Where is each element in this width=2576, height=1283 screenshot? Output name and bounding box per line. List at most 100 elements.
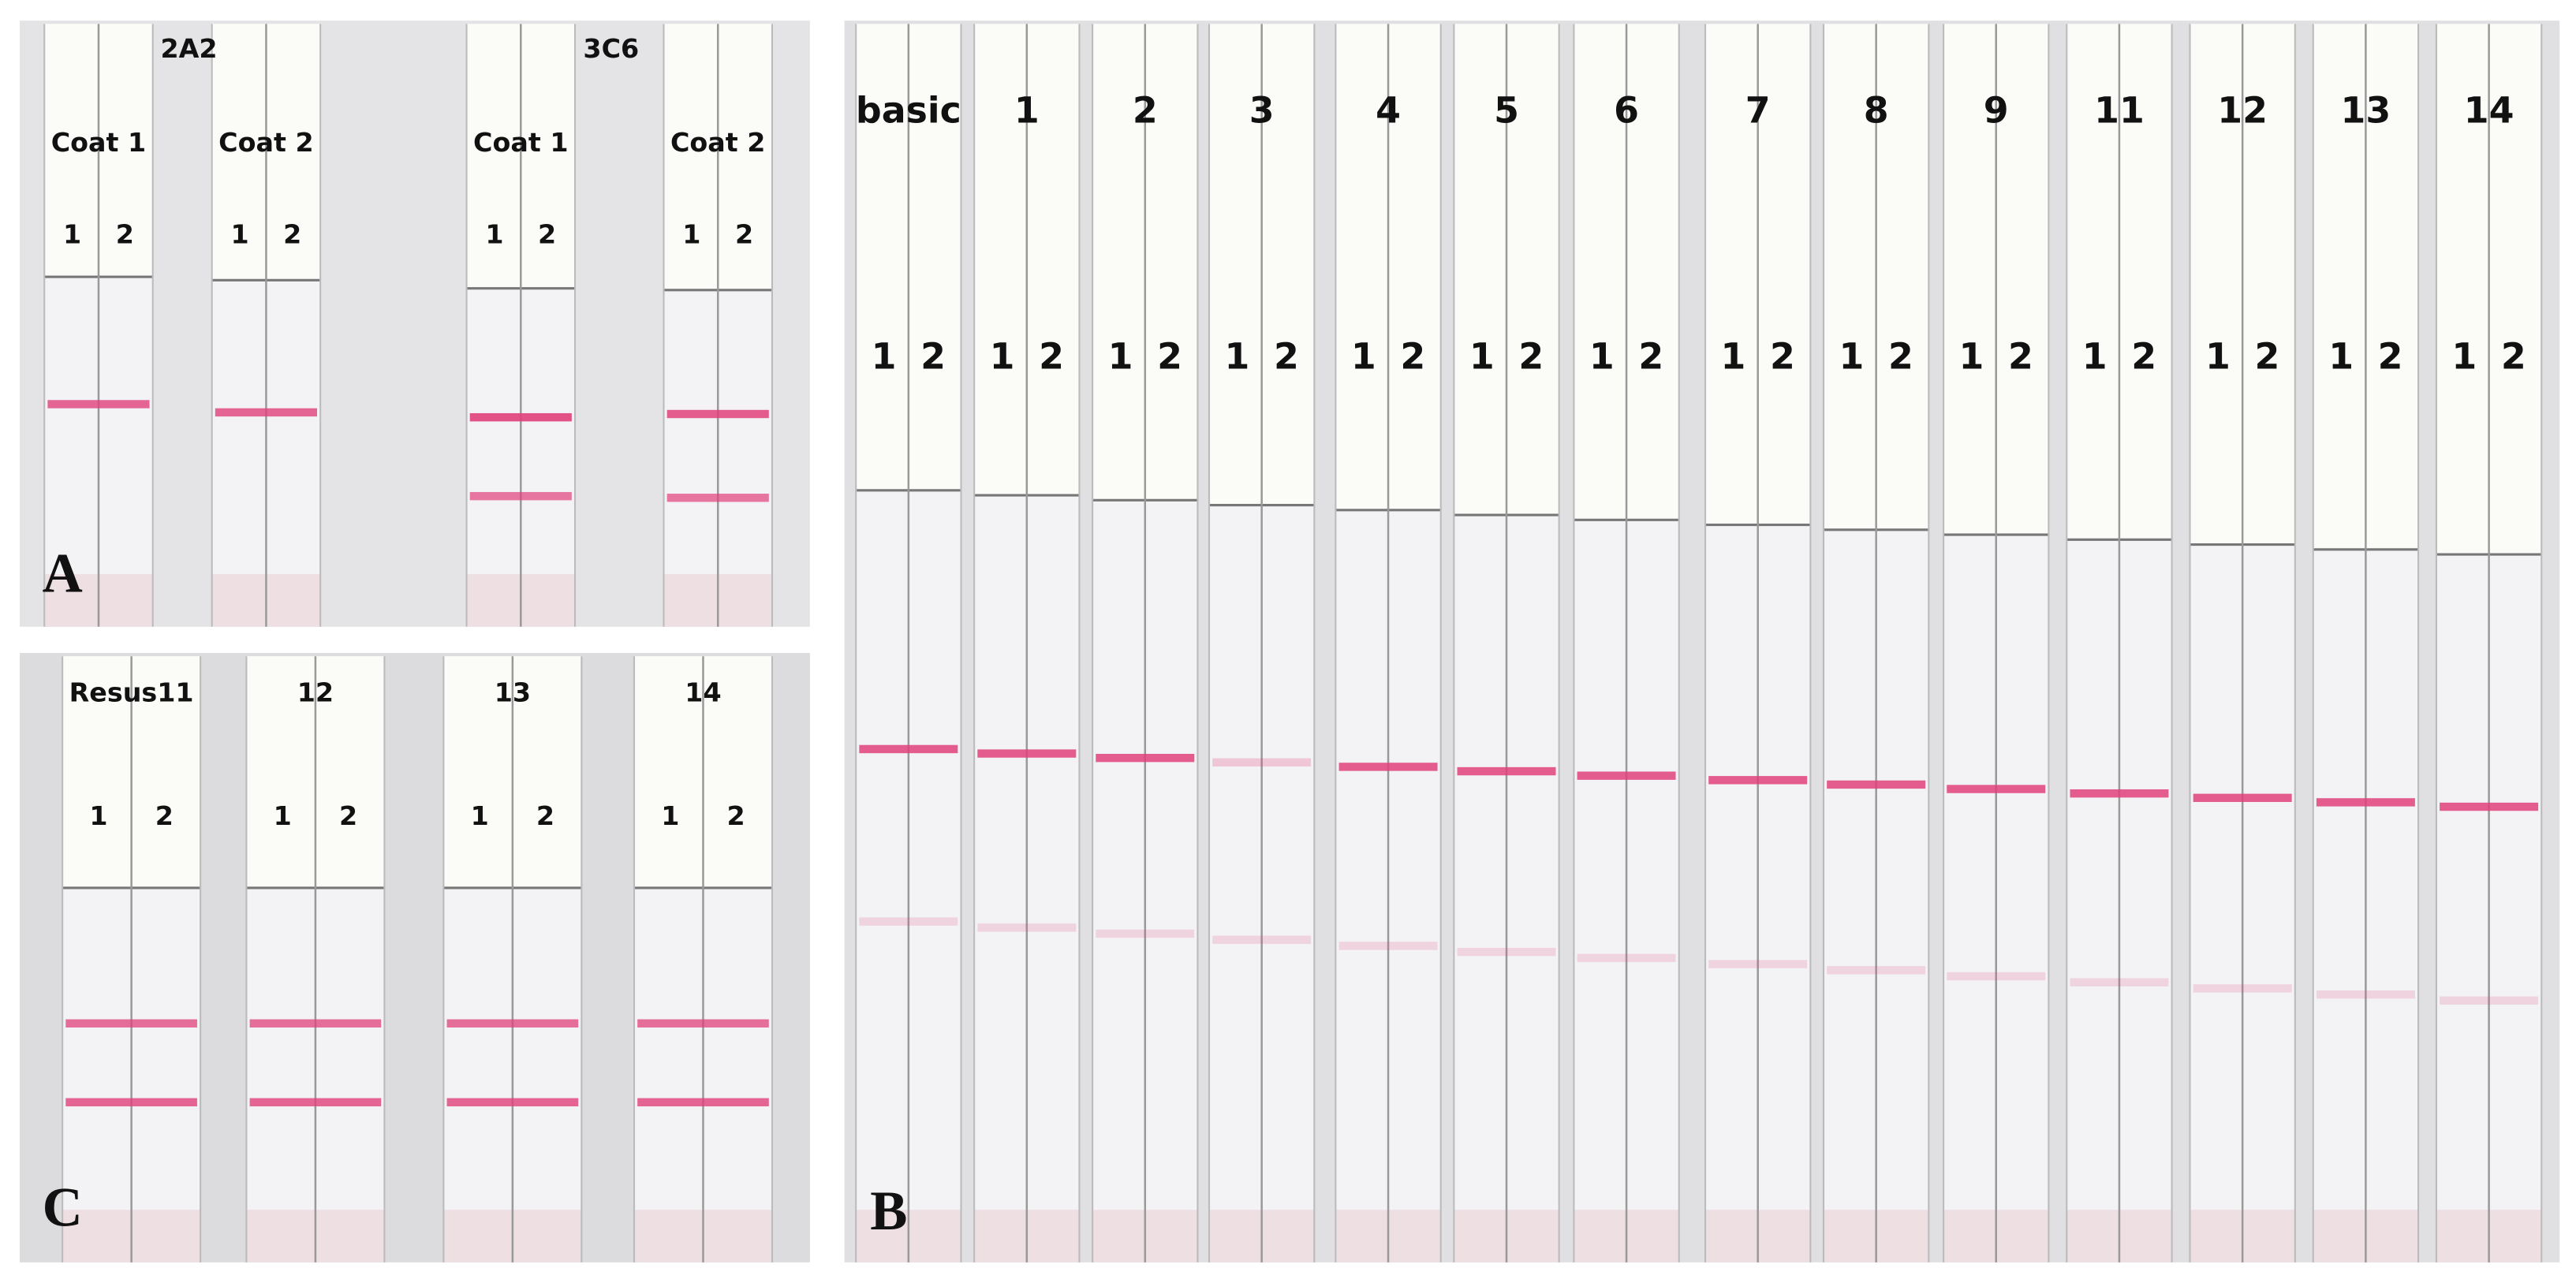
test-line <box>1577 953 1676 963</box>
test-line <box>1947 972 2046 981</box>
strip-number: 1 <box>274 800 292 831</box>
sample-label: Resus11 <box>69 677 194 708</box>
strip-number: 1 <box>2082 335 2107 378</box>
test-line <box>1096 753 1195 763</box>
strip-number: 2 <box>2008 335 2033 378</box>
strip-number: 2 <box>2378 335 2403 378</box>
coat-label: Coat 1 <box>51 127 147 158</box>
strip-number: 1 <box>1351 335 1376 378</box>
strip-number: 1 <box>2451 335 2477 378</box>
test-line <box>1947 785 2046 793</box>
test-line <box>2193 793 2292 803</box>
strip-number: 1 <box>1224 335 1249 378</box>
test-line <box>1457 766 1556 776</box>
strip-number: 2 <box>2501 335 2526 378</box>
strip-number: 2 <box>1888 335 1913 378</box>
sample-label: 2 <box>1133 88 1158 131</box>
strip-number: 2 <box>116 219 134 250</box>
sample-label: 9 <box>1984 88 2009 131</box>
sample-label: 14 <box>685 677 721 708</box>
test-line <box>2440 802 2539 811</box>
test-line <box>1212 758 1312 767</box>
strip-number: 2 <box>339 800 357 831</box>
strip-number: 1 <box>1108 335 1133 378</box>
strip-number: 1 <box>471 800 489 831</box>
test-line <box>859 917 958 926</box>
strip-number: 2 <box>1770 335 1795 378</box>
strip-number: 1 <box>661 800 679 831</box>
strip-number: 2 <box>735 219 753 250</box>
test-line <box>1827 966 1926 975</box>
strip-number: 1 <box>231 219 249 250</box>
coat-label: Coat 2 <box>670 127 766 158</box>
strip-number: 1 <box>1839 335 1864 378</box>
strip-number: 1 <box>1469 335 1495 378</box>
strip-number: 1 <box>63 219 81 250</box>
sample-label: 1 <box>1014 88 1040 131</box>
sample-label: 12 <box>2217 88 2268 131</box>
test-line <box>666 494 769 502</box>
strip-number: 2 <box>536 800 554 831</box>
test-line <box>2316 990 2415 999</box>
antibody-label: 3C6 <box>583 33 639 64</box>
test-line <box>666 409 769 419</box>
test-line <box>977 749 1077 758</box>
strip-number: 2 <box>538 219 556 250</box>
coat-label: Coat 2 <box>218 127 314 158</box>
strip-number: 1 <box>89 800 107 831</box>
strip-number: 1 <box>485 219 503 250</box>
strip-number: 1 <box>2205 335 2231 378</box>
sample-label: 11 <box>2094 88 2145 131</box>
coat-label: Coat 1 <box>473 127 569 158</box>
sample-label: 12 <box>297 677 334 708</box>
test-line <box>2440 996 2539 1005</box>
strip-number: 1 <box>1589 335 1615 378</box>
test-line <box>215 408 318 417</box>
panel-letter: C <box>43 1177 83 1239</box>
test-line <box>65 1019 197 1028</box>
strip-number: 2 <box>920 335 946 378</box>
sample-label: 7 <box>1745 88 1771 131</box>
sample-label: 5 <box>1494 88 1519 131</box>
sample-label: 4 <box>1376 88 1401 131</box>
sample-label: basic <box>856 88 961 131</box>
sample-label: 6 <box>1614 88 1639 131</box>
test-line <box>1577 771 1676 780</box>
test-line <box>469 491 572 501</box>
strip-number: 2 <box>1400 335 1425 378</box>
strip-number: 2 <box>155 800 174 831</box>
strip-number: 2 <box>1518 335 1544 378</box>
test-line <box>47 400 150 408</box>
test-line <box>1338 942 1438 950</box>
sample-label: 13 <box>2341 88 2391 131</box>
test-line <box>65 1098 197 1106</box>
test-line <box>249 1019 382 1028</box>
strip-number: 1 <box>872 335 897 378</box>
antibody-label: 2A2 <box>160 33 217 64</box>
test-line <box>446 1019 579 1028</box>
strip-number: 2 <box>1157 335 1182 378</box>
sample-label: 3 <box>1249 88 1275 131</box>
test-line <box>2070 789 2169 798</box>
strip-number: 1 <box>2328 335 2354 378</box>
strip-number: 2 <box>1274 335 1299 378</box>
strip-number: 2 <box>283 219 301 250</box>
test-line <box>1708 776 1808 785</box>
strip-number: 2 <box>727 800 745 831</box>
test-line <box>859 744 958 754</box>
strip-number: 2 <box>1039 335 1064 378</box>
test-line <box>1212 935 1312 944</box>
strip-number: 2 <box>1638 335 1663 378</box>
test-line <box>1827 780 1926 789</box>
test-line <box>446 1098 579 1106</box>
test-line <box>1457 947 1556 957</box>
test-line <box>1338 763 1438 771</box>
strip-number: 1 <box>682 219 700 250</box>
test-line <box>637 1019 769 1028</box>
test-line <box>637 1098 769 1106</box>
panel-letter: B <box>870 1180 907 1242</box>
panel-letter: A <box>43 543 83 605</box>
strip-number: 1 <box>990 335 1015 378</box>
